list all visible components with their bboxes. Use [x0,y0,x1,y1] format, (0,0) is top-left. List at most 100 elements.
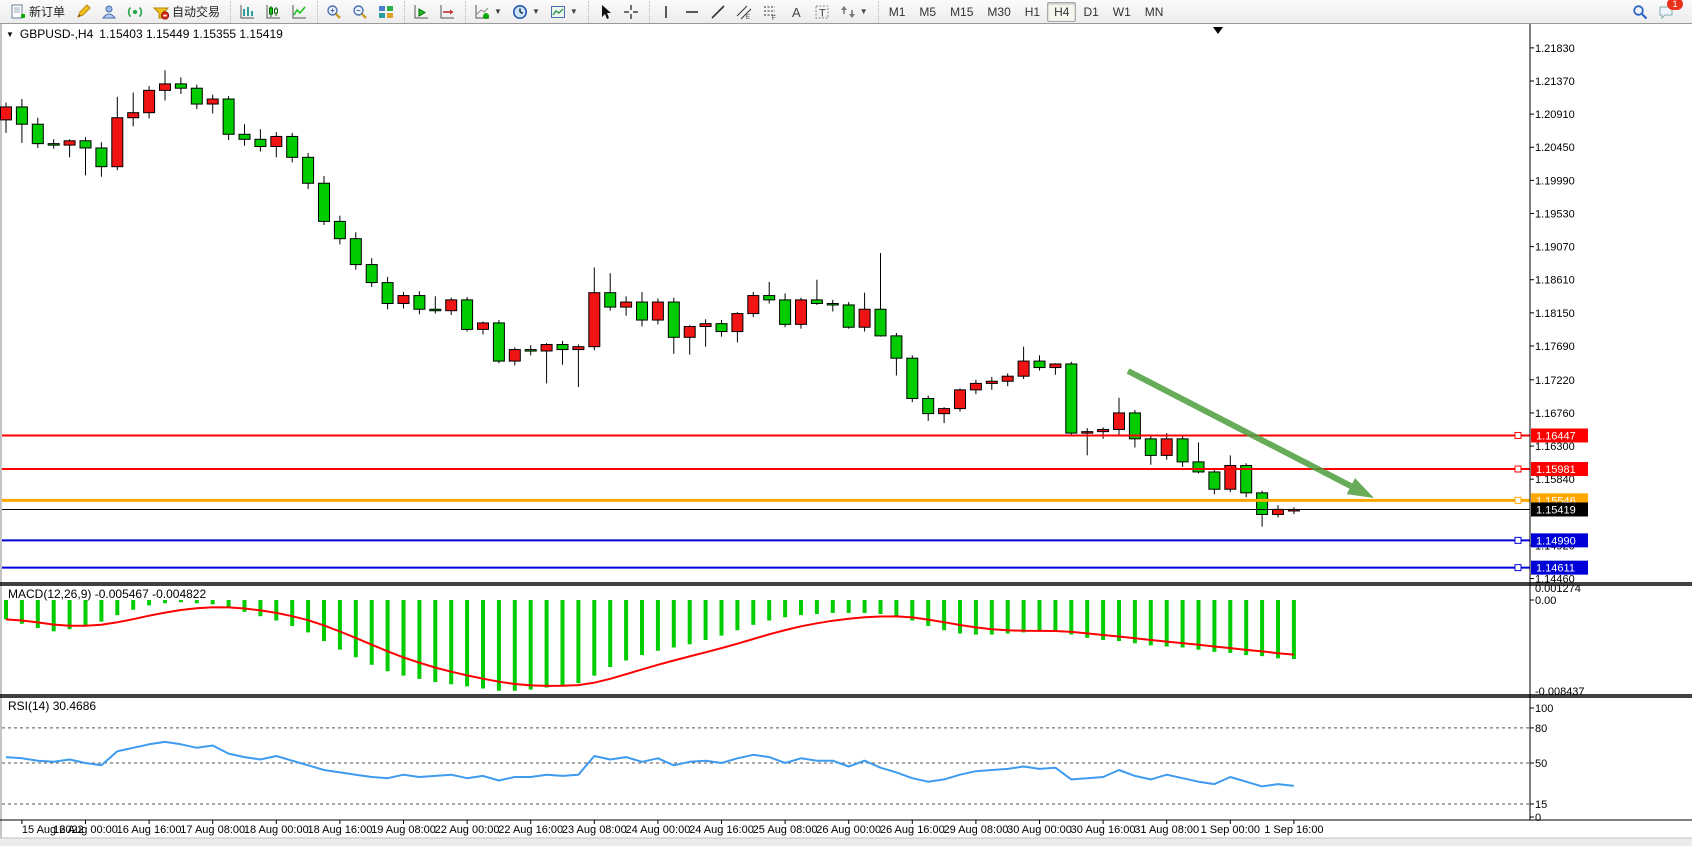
tile-windows-button[interactable] [373,1,399,23]
text-label-tool[interactable]: T [809,1,835,23]
timeframe-button-D1[interactable]: D1 [1083,4,1099,19]
time-axis-label: 17 Aug 08:00 [180,824,245,836]
trendline-tool[interactable] [705,1,731,23]
timeframe-button-M30[interactable]: M30 [987,4,1011,19]
candle-body-down [779,299,792,325]
broadcast-icon [127,4,143,20]
price-badge [1531,428,1588,443]
rsi-axis-label: 100 [1535,703,1553,715]
autotrade-label: 自动交易 [172,5,221,19]
candle-body-up [1049,363,1062,369]
crosshair-tool-button[interactable] [618,1,644,23]
timeframe-button-W1[interactable]: W1 [1112,4,1131,19]
candle-body-down [365,264,378,284]
broadcast-button[interactable] [122,1,148,23]
candle-body-up [1272,508,1284,515]
candle-body-down [604,292,617,308]
time-axis-label: 24 Aug 00:00 [625,824,690,836]
svg-text:E: E [746,15,750,20]
chat-button[interactable]: 1 [1653,0,1683,23]
timeframe-button-M1[interactable]: M1 [888,4,906,19]
candle-body-down [556,344,569,351]
line-handle[interactable] [1514,431,1522,439]
fibonacci-tool[interactable]: F [757,1,783,23]
auto-scroll-button[interactable] [408,1,434,23]
price-axis-label: 1.17690 [1535,341,1575,353]
svg-text:F: F [772,16,776,20]
candle-body-down [667,301,680,338]
timeframe-button-M15[interactable]: M15 [950,4,974,19]
price-axis-label: 1.21830 [1535,43,1575,55]
macd-name: MACD(12,26,9) [8,587,92,601]
person-icon [101,4,117,20]
chart-shift-marker[interactable] [1213,27,1223,34]
autotrade-button[interactable]: 自动交易 [148,1,225,23]
macd-signal-line [5,606,1294,687]
bar-chart-mode-button[interactable] [234,1,260,23]
price-axis-label: 1.19530 [1535,208,1575,220]
candle-body-up [1097,428,1110,433]
timeframe-button-MN[interactable]: MN [1144,4,1164,19]
line-handle[interactable] [1514,496,1522,504]
arrows-tool[interactable]: ▼ [835,1,873,23]
bar-chart-icon [239,4,255,20]
indicators-dropdown-arrow[interactable]: ▼ [494,7,502,16]
price-badge-label: 1.14990 [1536,535,1576,547]
timeframe-button-M5[interactable]: M5 [919,4,937,19]
periods-button[interactable]: ▼ [507,1,545,23]
profile-button[interactable] [96,1,122,23]
candle-body-up [63,140,76,146]
candle-body-down [381,282,394,304]
channel-tool[interactable]: E [731,1,757,23]
price-axis-label: 1.21370 [1535,76,1575,88]
zoom-out-button[interactable] [347,1,373,23]
price-axis-label: 1.20450 [1535,142,1575,154]
candle-body-down [1144,438,1157,456]
chart-title[interactable]: ▼ GBPUSD-,H4 1.15403 1.15449 1.15355 1.1… [6,27,283,41]
periods-dropdown-arrow[interactable]: ▼ [531,7,540,16]
candle-body-up [159,83,171,91]
cursor-tool-button[interactable] [592,1,618,23]
line-handle[interactable] [1514,465,1522,473]
zoom-in-button[interactable] [321,1,347,23]
time-axis-label: 16 Aug 16:00 [117,824,182,836]
trend-arrow-head[interactable] [1346,478,1374,498]
label-icon: T [814,4,830,20]
new-order-button[interactable]: 新订单 [5,1,70,23]
price-badge-label: 1.15981 [1536,464,1576,476]
line-chart-mode-button[interactable] [286,1,312,23]
horizontal-line-tool[interactable] [679,1,705,23]
candle-body-down [333,220,346,240]
macd-signal-value: -0.004822 [152,587,207,601]
templates-dropdown-arrow[interactable]: ▼ [569,7,578,16]
candle-body-down [1256,492,1269,515]
macd-indicator-label: MACD(12,26,9) -0.005467 -0.004822 [8,587,206,601]
line-handle[interactable] [1514,564,1522,572]
candle-body-down [842,304,855,328]
trend-arrow-line[interactable] [1126,368,1353,489]
price-badge [1531,462,1588,477]
candle-body-up [620,301,633,308]
zoom-out-icon [352,4,368,20]
vertical-line-tool[interactable] [653,1,679,23]
candle-body-down [318,182,330,222]
text-tool[interactable]: A [783,1,809,23]
timeframe-button-H4[interactable]: H4 [1047,1,1077,22]
candle-body-down [95,147,108,168]
timeframe-button-H1[interactable]: H1 [1024,4,1041,19]
autotrade-icon [152,4,170,20]
search-button[interactable] [1627,1,1653,23]
time-axis-label: 18 Aug 16:00 [307,824,372,836]
tile-windows-icon [378,4,394,20]
templates-button[interactable]: ▼ [545,1,583,23]
time-axis-label: 30 Aug 00:00 [1007,824,1072,836]
candlestick-mode-button[interactable] [260,1,286,23]
arrows-dropdown-arrow[interactable]: ▼ [859,7,868,16]
line-handle[interactable] [1514,536,1522,544]
indicators-button[interactable]: ▼ [469,1,507,23]
chart-shift-button[interactable] [434,1,460,23]
candle-body-up [969,382,982,391]
market-watch-button[interactable] [70,1,96,23]
symbol-dropdown-icon[interactable]: ▼ [6,29,14,39]
